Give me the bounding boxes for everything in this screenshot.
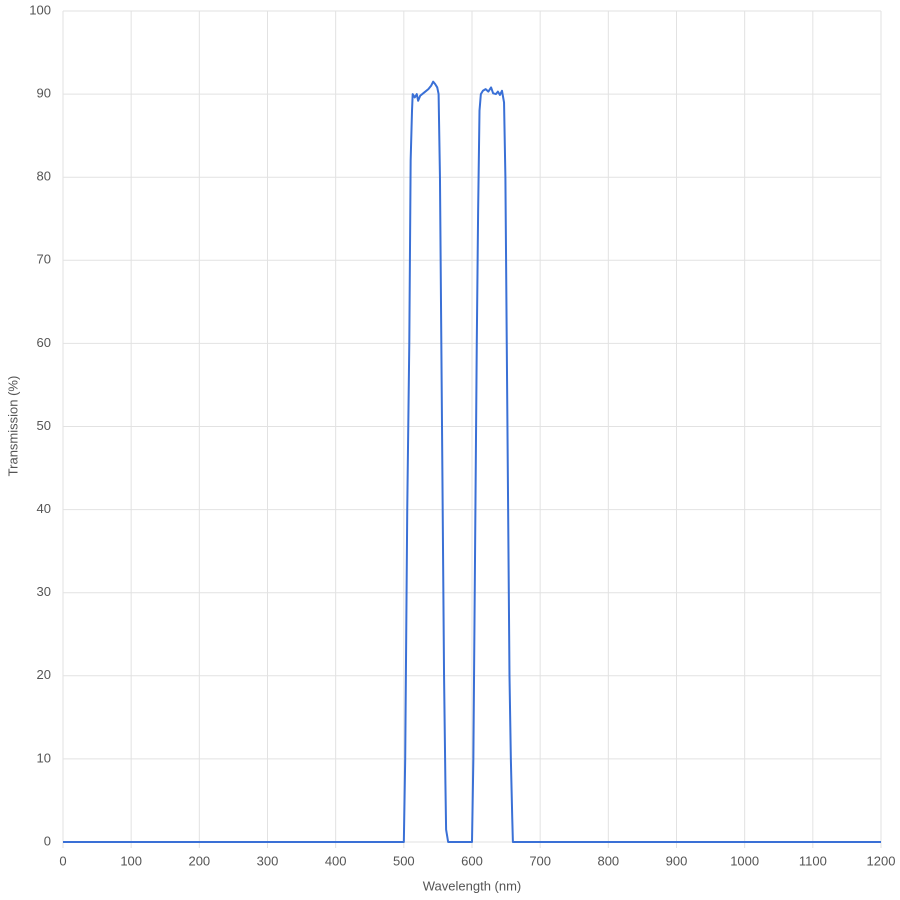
x-tick-label: 500 — [393, 853, 415, 868]
x-tick-label: 300 — [257, 853, 279, 868]
x-tick-label: 1000 — [730, 853, 759, 868]
y-tick-label: 70 — [37, 252, 51, 267]
x-tick-label: 200 — [188, 853, 210, 868]
x-tick-label: 800 — [597, 853, 619, 868]
x-axis-label: Wavelength (nm) — [423, 878, 522, 893]
x-tick-label: 600 — [461, 853, 483, 868]
y-tick-label: 50 — [37, 418, 51, 433]
data-line — [63, 80, 881, 843]
y-tick-label: 20 — [37, 667, 51, 682]
y-tick-label: 90 — [37, 86, 51, 101]
x-tick-label: 700 — [529, 853, 551, 868]
y-axis-label: Transmission (%) — [5, 376, 20, 477]
y-tick-label: 40 — [37, 501, 51, 516]
x-tick-label: 900 — [666, 853, 688, 868]
y-tick-label: 60 — [37, 335, 51, 350]
x-tick-label: 400 — [325, 853, 347, 868]
y-tick-label: 0 — [44, 833, 51, 848]
x-tick-label: 1200 — [867, 853, 896, 868]
x-tick-label: 1100 — [799, 853, 827, 868]
y-tick-label: 100 — [29, 2, 51, 17]
y-tick-label: 80 — [37, 169, 51, 184]
y-tick-label: 10 — [37, 750, 51, 765]
y-tick-label: 30 — [37, 584, 51, 599]
x-tick-label: 100 — [120, 853, 142, 868]
x-tick-label: 0 — [59, 853, 66, 868]
